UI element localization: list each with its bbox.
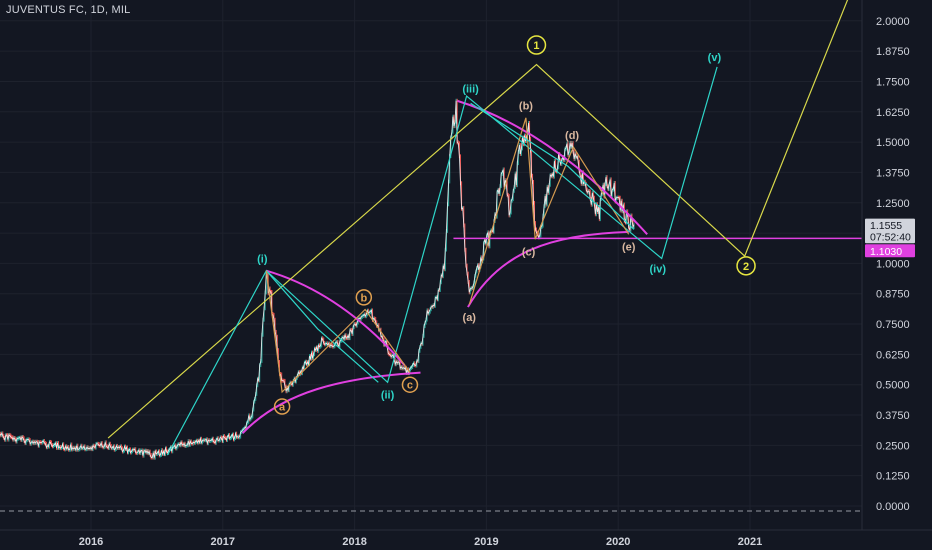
wave-label-circle	[355, 289, 373, 306]
x-tick-label: 2019	[474, 536, 498, 548]
arc-curves	[241, 99, 863, 434]
wave-line	[166, 66, 718, 456]
wave-label: 2	[743, 261, 749, 273]
wave-label: 1	[533, 40, 539, 52]
wave-label: (a)	[463, 312, 477, 324]
wave-label: (iii)	[462, 84, 479, 96]
price-tag-label: 1.1555	[870, 220, 902, 232]
x-tick-label: 2021	[738, 536, 762, 548]
y-tick-label: 0.3750	[876, 410, 910, 422]
y-tick-label: 0.8750	[876, 289, 910, 301]
price-tag	[865, 230, 915, 244]
y-tick-label: 0.7500	[876, 319, 910, 331]
x-tick-label: 2020	[606, 536, 630, 548]
wave-lines	[107, 0, 849, 456]
price-tag	[865, 218, 915, 232]
y-tick-label: 1.2500	[876, 198, 910, 210]
y-tick-label: 1.0000	[876, 258, 910, 270]
wave-label: a	[279, 402, 286, 414]
wave-label: (c)	[522, 246, 536, 258]
arc-resistance-2018	[457, 99, 648, 235]
wave-line	[265, 270, 411, 394]
y-tick-label: 1.5000	[876, 137, 910, 149]
y-tick-label: 1.3750	[876, 167, 910, 179]
x-tick-label: 2016	[79, 536, 103, 548]
y-tick-label: 0.1250	[876, 471, 910, 483]
y-tick-label: 1.7500	[876, 76, 910, 88]
y-tick-label: 2.0000	[876, 16, 910, 28]
x-tick-label: 2017	[211, 536, 235, 548]
arc-support-2017	[241, 371, 421, 434]
x-axis: 2016 2017 2018 2019 2020 2021	[79, 536, 762, 548]
y-tick-label: 1.6250	[876, 107, 910, 119]
chart-grid	[0, 0, 862, 530]
wave-label: (d)	[565, 130, 579, 142]
y-tick-label: 0.2500	[876, 440, 910, 452]
y-axis: 0.0000 0.1250 0.2500 0.3750 0.5000 0.6250 0.75…	[876, 16, 910, 513]
wave-label: (b)	[519, 101, 533, 113]
arc-resistance-2017	[266, 269, 406, 366]
wave-label: b	[360, 292, 367, 304]
wave-label-circle	[526, 35, 547, 55]
price-tag-label: 1.1030	[870, 246, 902, 258]
wave-label: c	[407, 380, 413, 392]
chart-title: JUVENTUS FC, 1D, MIL	[6, 4, 131, 16]
price-line	[0, 100, 635, 458]
wave-label-circle	[401, 376, 419, 393]
wave-line	[468, 117, 630, 305]
y-tick-label: 1.8750	[876, 46, 910, 58]
y-tick-label: 0.5000	[876, 380, 910, 392]
wave-label-circle	[736, 256, 756, 276]
price-tag	[865, 244, 915, 258]
y-tick-label: 0.6250	[876, 349, 910, 361]
price-tag-label: 07:52:40	[870, 232, 911, 244]
x-tick-label: 2018	[342, 536, 366, 548]
price-series	[0, 98, 635, 460]
wave-label-circle	[273, 398, 291, 415]
wave-line	[107, 0, 849, 439]
wave-line	[470, 102, 635, 230]
wave-line	[265, 270, 379, 383]
arc-support-2018	[467, 230, 629, 308]
y-axis-panel[interactable]	[862, 0, 932, 550]
wave-label: (ii)	[381, 389, 395, 401]
wave-label: (v)	[708, 52, 722, 64]
wave-label: (iv)	[649, 263, 666, 275]
wave-label: (e)	[622, 241, 636, 253]
wave-label: (i)	[257, 254, 268, 266]
wave-labels: (i) (ii) (iii) (iv) (v) a b c (a) (b) (c) (d) (e) 1 2	[257, 35, 756, 415]
y-tick-label: 0.0000	[876, 501, 910, 513]
